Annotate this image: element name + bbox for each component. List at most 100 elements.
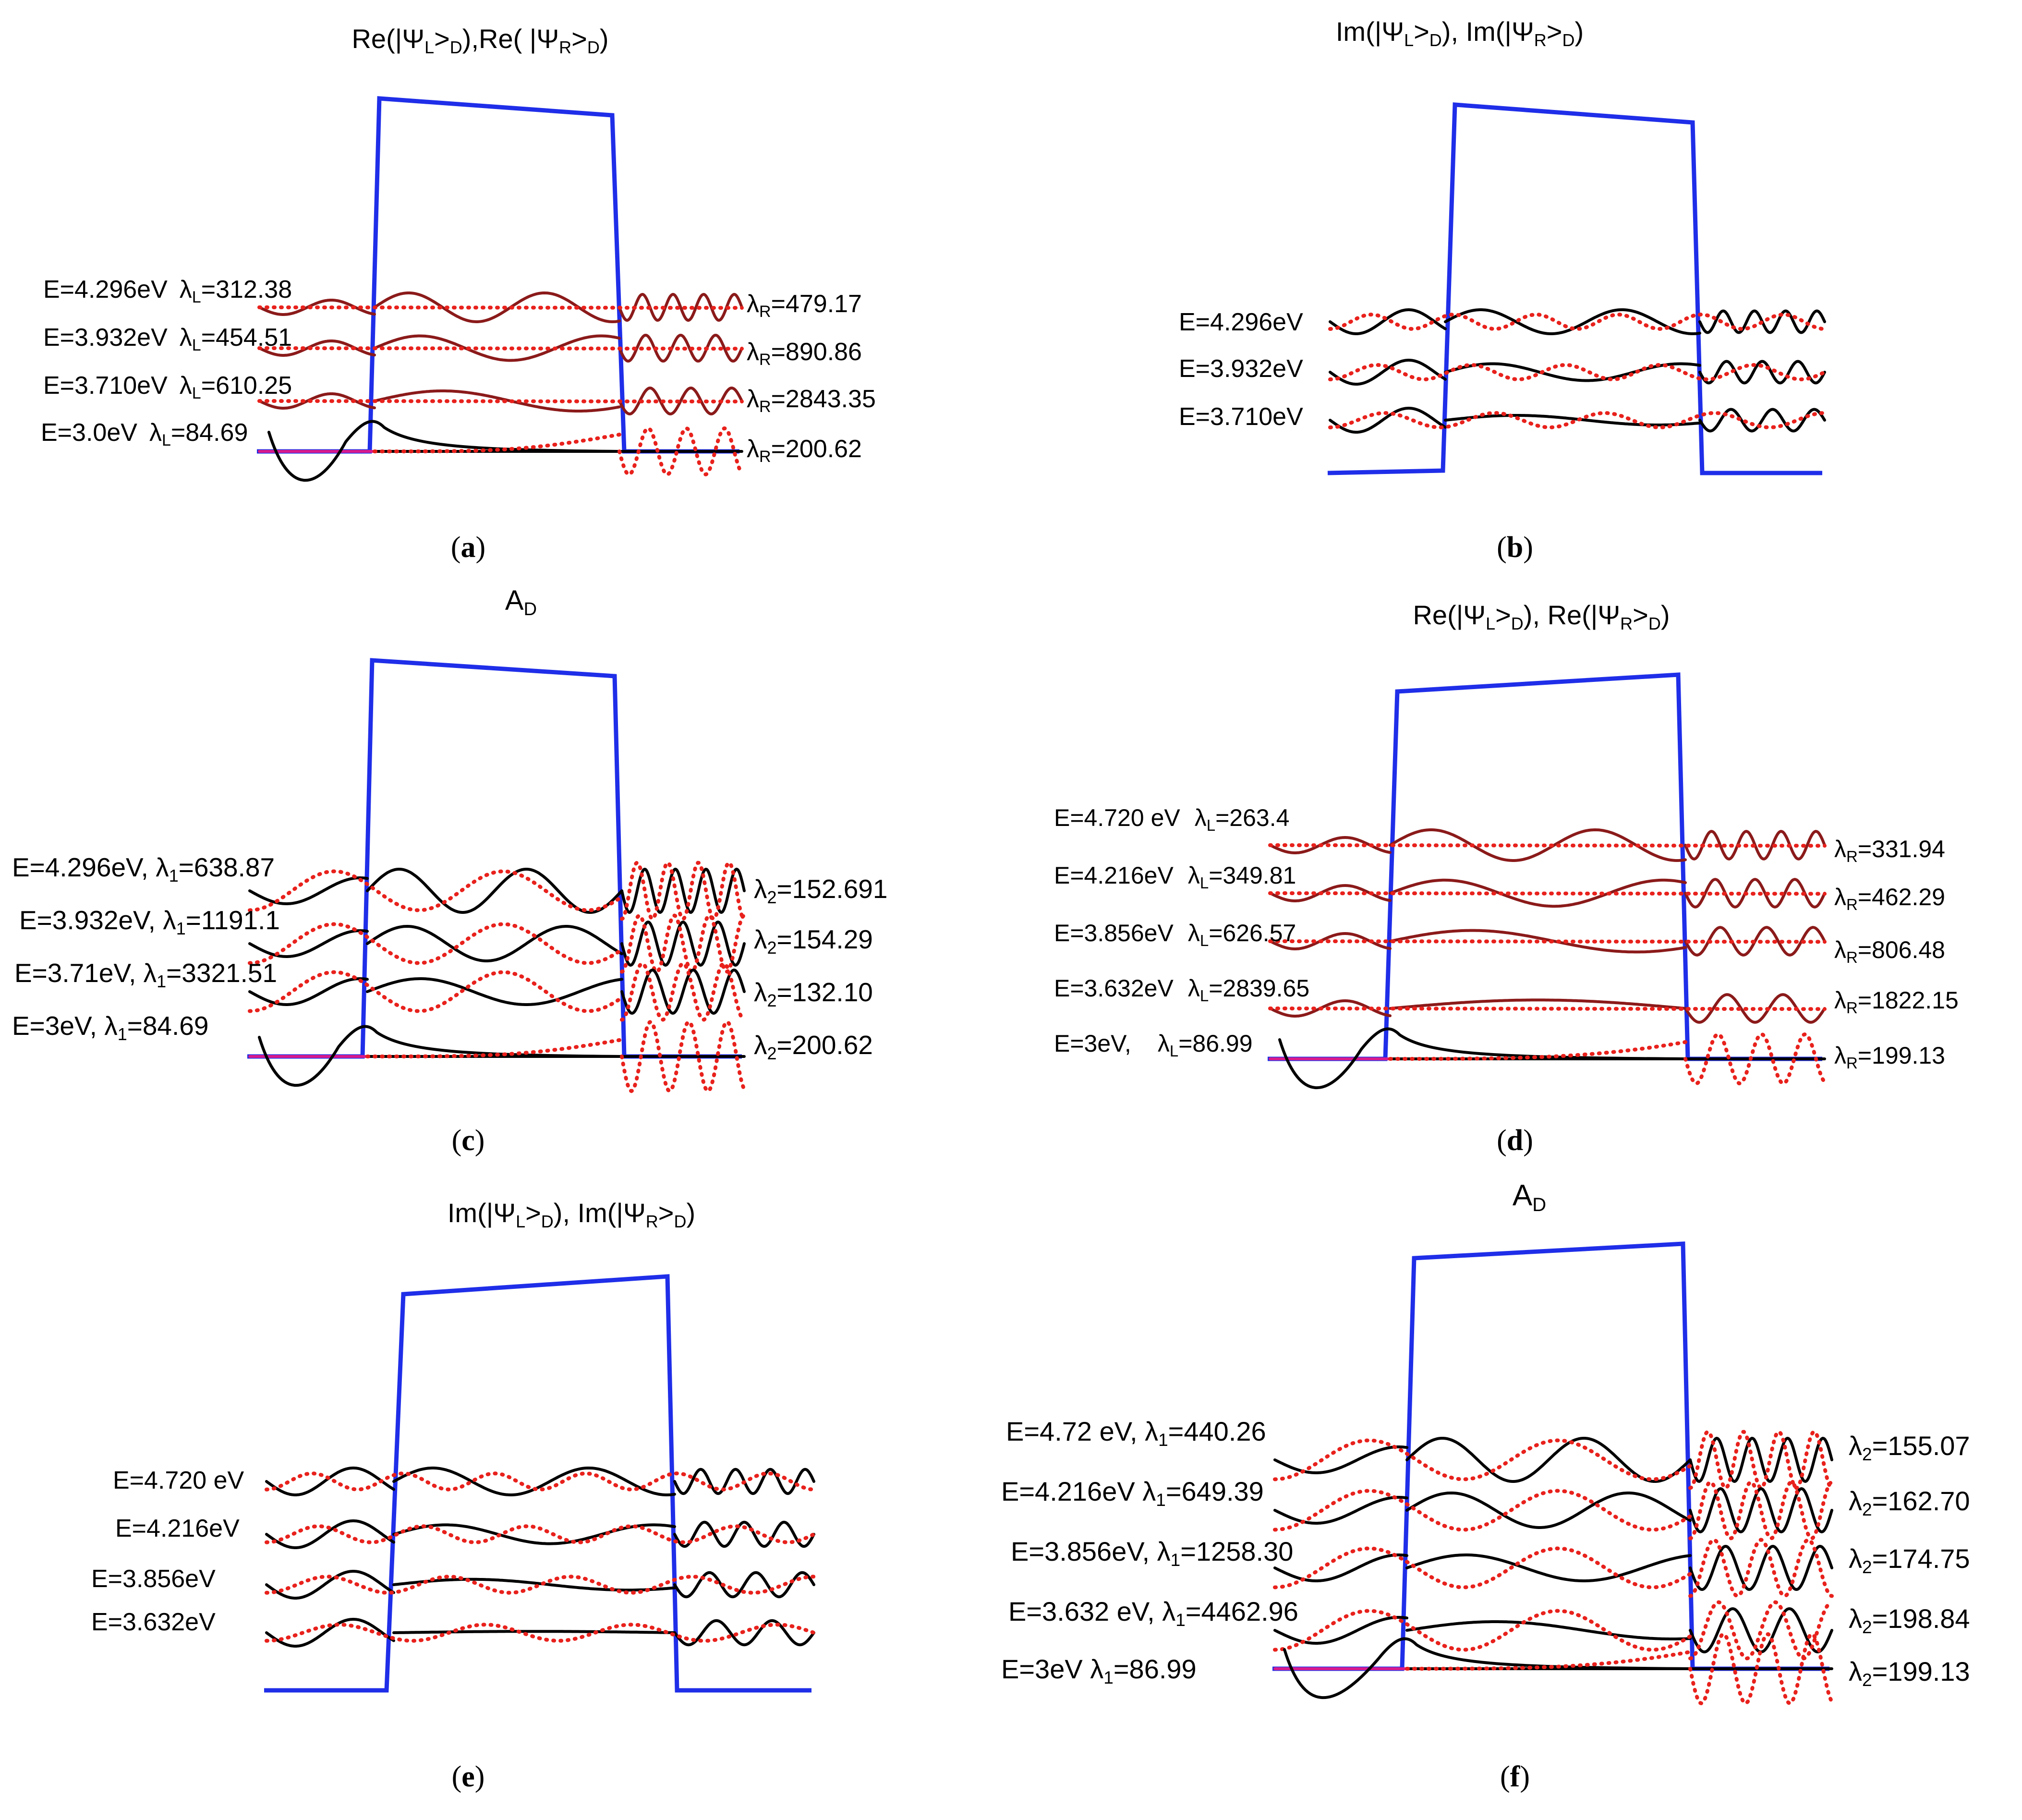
left-wave: [248, 929, 369, 958]
im-dotted: [265, 1575, 816, 1595]
row-label: E=4.720 eV λL=263.4: [1054, 804, 1289, 834]
right-label: λ2=154.29: [754, 924, 873, 958]
amp-dotted-right: [1688, 1600, 1834, 1661]
row-label: E=3.856eV, λ1=1258.30: [1011, 1536, 1293, 1570]
row-label: E=3.0eV λL=84.69: [41, 419, 248, 449]
im-dotted: [1328, 411, 1827, 430]
barrier-wave: [1405, 1491, 1692, 1529]
barrier-wave: [366, 977, 623, 1006]
left-wave: [1273, 1553, 1408, 1582]
left-wave: [265, 1570, 395, 1600]
right-label: λ2=152.691: [754, 874, 887, 907]
right-wave: [1698, 360, 1826, 385]
bound-wavefunction: [1278, 1027, 1687, 1090]
right-label: λ2=198.84: [1849, 1603, 1970, 1637]
barrier-wave: [373, 389, 621, 413]
barrier-wave: [366, 868, 623, 914]
row-label: E=4.72 eV, λ1=440.26: [1006, 1416, 1266, 1450]
left-wave: [1273, 1445, 1408, 1474]
amp-dotted: [1273, 1489, 1692, 1532]
right-wave: [618, 386, 743, 416]
left-wave: [265, 1467, 395, 1496]
panel-title: Im(|ΨL>D), Im(|ΨR>D): [448, 1198, 695, 1231]
right-label: λ2=174.75: [1849, 1543, 1970, 1577]
row-label: E=4.720 eV: [113, 1467, 244, 1494]
right-label: λ2=199.13: [1849, 1656, 1970, 1690]
right-wave: [620, 867, 746, 914]
row-label: E=3.710eV: [1179, 403, 1303, 431]
right-wave: [620, 920, 746, 967]
row-label: E=4.296eV: [1179, 308, 1303, 336]
row-label: E=3.632eV: [91, 1608, 216, 1636]
right-label: λ2=200.62: [754, 1030, 873, 1063]
panel-caption: (a): [451, 531, 485, 564]
transmitted-wave: [620, 1019, 746, 1093]
right-label: λR=2843.35: [747, 385, 876, 416]
bound-wavefunction: [258, 1025, 623, 1087]
row-label: E=3.932eV, λ1=1191.1: [19, 905, 280, 938]
overlay-dotted: [1268, 843, 1827, 848]
right-label: λR=200.62: [747, 435, 862, 466]
barrier-wave: [1389, 929, 1687, 954]
amp-dotted: [1273, 1438, 1692, 1481]
row-label: E=3eV, λL=86.99: [1054, 1030, 1253, 1060]
overlay-dotted: [1268, 939, 1827, 944]
row-label: E=3.932eV: [1179, 355, 1303, 383]
panel-title: Im(|ΨL>D), Im(|ΨR>D): [1336, 16, 1584, 50]
decaying-wave: [373, 433, 621, 453]
right-label: λ2=162.70: [1849, 1486, 1970, 1519]
amp-dotted: [248, 922, 624, 965]
im-dotted: [1328, 363, 1827, 382]
im-dotted: [265, 1471, 816, 1492]
left-wave: [248, 876, 369, 905]
left-wave: [1329, 308, 1447, 335]
overlay-dotted: [257, 346, 744, 351]
right-wave: [673, 1619, 815, 1647]
panel-caption: (b): [1497, 531, 1533, 564]
right-wave: [673, 1520, 815, 1548]
right-wave: [1698, 408, 1826, 433]
right-wave: [1689, 1436, 1833, 1483]
panel-caption: (e): [452, 1760, 485, 1793]
right-label: λR=1822.15: [1834, 987, 1959, 1017]
right-wave: [618, 292, 743, 322]
row-label: E=4.216eV λ1=649.39: [1001, 1476, 1264, 1510]
overlay-dotted: [257, 305, 744, 310]
right-label: λR=331.94: [1834, 836, 1945, 865]
potential-barrier: [264, 1274, 811, 1693]
transmitted-wave: [1688, 1632, 1834, 1706]
row-label: E=3.710eV λL=610.25: [43, 372, 292, 402]
row-label: E=3eV, λ1=84.69: [12, 1011, 208, 1044]
right-label: λR=890.86: [747, 338, 862, 369]
potential-barrier: [247, 658, 742, 1059]
barrier-wave: [1389, 878, 1687, 908]
row-label: E=3.856eV λL=626.57: [1054, 920, 1296, 949]
panel-a: Re(|ΨL>D),Re( |ΨR>D) E=4.296eV λL=312.38 …: [41, 24, 876, 564]
row-label: E=3.856eV: [91, 1565, 216, 1593]
barrier-wave: [392, 1466, 676, 1497]
right-wave: [1684, 993, 1826, 1024]
right-wave: [618, 333, 743, 363]
right-label: λ2=155.07: [1849, 1431, 1970, 1464]
transmitted-wave: [1683, 1032, 1827, 1086]
transmitted-wave: [617, 426, 744, 477]
barrier-wave: [1405, 1437, 1692, 1483]
amp-dotted: [248, 970, 624, 1013]
left-wave: [265, 1519, 395, 1549]
right-wave: [1684, 878, 1826, 909]
panel-title: Re(|ΨL>D), Re(|ΨR>D): [1413, 600, 1670, 633]
panel-caption: (c): [452, 1124, 485, 1157]
barrier-wave: [1444, 414, 1701, 426]
barrier-wave: [1389, 998, 1687, 1010]
panel-caption: (f): [1500, 1760, 1530, 1793]
barrier-wave: [366, 924, 623, 962]
right-label: λR=479.17: [747, 290, 862, 321]
right-label: λR=806.48: [1834, 936, 1945, 966]
panel-b: Im(|ΨL>D), Im(|ΨR>D) E=4.296eV E=3.932eV…: [1179, 16, 1827, 564]
right-wave: [620, 968, 746, 1015]
decaying-wave: [1405, 1650, 1692, 1671]
left-wave: [265, 1618, 395, 1648]
amp-dotted-right: [1688, 1538, 1834, 1598]
row-label: E=4.296eV λL=312.38: [43, 276, 292, 306]
panel-title: AD: [505, 585, 537, 619]
